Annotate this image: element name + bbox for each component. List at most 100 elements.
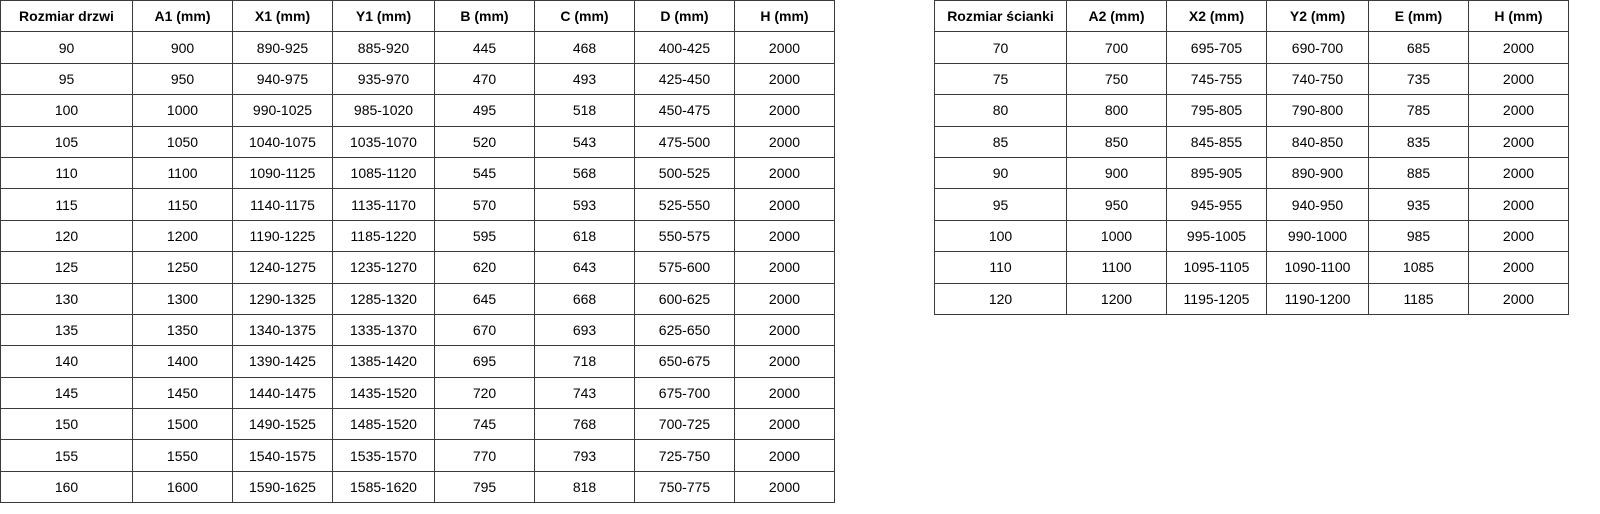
table-cell: 2000: [1468, 94, 1569, 127]
table-cell: 450-475: [634, 94, 735, 127]
table-cell: 1290-1325: [232, 282, 333, 315]
table-cell: 950: [1066, 188, 1167, 221]
table-cell: 1390-1425: [232, 345, 333, 378]
table-cell: 1140-1175: [232, 188, 333, 221]
table-cell: 470: [434, 62, 535, 96]
table-cell: 1050: [132, 125, 233, 158]
table-cell: 90: [0, 31, 133, 64]
table-cell: 2000: [734, 408, 835, 441]
table-cell: 985-1020: [332, 94, 435, 127]
table-row: 85 850 845-855 840-850 835 2000: [934, 125, 1569, 158]
table-row: 105 1050 1040-1075 1035-1070 520 543 475-500 20…: [0, 125, 835, 158]
table-cell: 543: [534, 125, 635, 158]
table-cell: 895-905: [1166, 156, 1267, 190]
table-cell: 105: [0, 125, 133, 158]
table-cell: 1035-1070: [332, 125, 435, 158]
table-cell: 885-920: [332, 31, 435, 64]
table-cell: 1200: [132, 219, 233, 253]
table-row: 75 750 745-755 740-750 735 2000: [934, 62, 1569, 96]
table-cell: 945-955: [1166, 188, 1267, 221]
table-cell: 985: [1368, 219, 1469, 253]
door-size-table: Rozmiar drzwi A1 (mm) X1 (mm) Y1 (mm) B (mm)…: [0, 0, 835, 504]
table-row: 115 1150 1140-1175 1135-1170 570 593 525-550 20…: [0, 188, 835, 221]
table-cell: 1090-1125: [232, 156, 333, 190]
table-cell: 1385-1420: [332, 345, 435, 378]
table-row: 145 1450 1440-1475 1435-1520 720 743 675-700 20…: [0, 376, 835, 410]
table-cell: 1200: [1066, 282, 1167, 315]
column-header: A2 (mm): [1066, 0, 1167, 33]
table-row: 150 1500 1490-1525 1485-1520 745 768 700-725 20…: [0, 408, 835, 441]
table-cell: 1190-1225: [232, 219, 333, 253]
table-cell: 750: [1066, 62, 1167, 96]
table-cell: 1535-1570: [332, 439, 435, 472]
table-cell: 940-950: [1266, 188, 1369, 221]
table-row: 70 700 695-705 690-700 685 2000: [934, 31, 1569, 64]
table-cell: 2000: [734, 376, 835, 410]
table-cell: 1195-1205: [1166, 282, 1267, 315]
table-cell: 618: [534, 219, 635, 253]
table-cell: 150: [0, 408, 133, 441]
table-cell: 2000: [734, 125, 835, 158]
column-header: X2 (mm): [1166, 0, 1267, 33]
table-cell: 518: [534, 94, 635, 127]
table-cell: 2000: [734, 313, 835, 347]
table-row: 95 950 940-975 935-970 470 493 425-450 2000: [0, 62, 835, 96]
table-cell: 900: [1066, 156, 1167, 190]
table-row: 135 1350 1340-1375 1335-1370 670 693 625-650 20…: [0, 313, 835, 347]
table-cell: 85: [934, 125, 1067, 158]
table-cell: 1000: [132, 94, 233, 127]
table-cell: 600-625: [634, 282, 735, 315]
table-row: 120 1200 1195-1205 1190-1200 1185 2000: [934, 282, 1569, 315]
table-cell: 935: [1368, 188, 1469, 221]
table-cell: 795-805: [1166, 94, 1267, 127]
table-cell: 1095-1105: [1166, 251, 1267, 284]
table-cell: 2000: [1468, 251, 1569, 284]
table-cell: 1085-1120: [332, 156, 435, 190]
table-cell: 425-450: [634, 62, 735, 96]
table-cell: 740-750: [1266, 62, 1369, 96]
table-cell: 2000: [734, 62, 835, 96]
table-cell: 2000: [1468, 282, 1569, 315]
table-cell: 850: [1066, 125, 1167, 158]
table-cell: 2000: [1468, 125, 1569, 158]
table-body: 90 900 890-925 885-920 445 468 400-425 2000 95 95…: [0, 31, 835, 504]
column-header: X1 (mm): [232, 0, 333, 33]
table-cell: 693: [534, 313, 635, 347]
table-cell: 493: [534, 62, 635, 96]
table-row: 155 1550 1540-1575 1535-1570 770 793 725-750 20…: [0, 439, 835, 472]
table-cell: 690-700: [1266, 31, 1369, 64]
table-cell: 1235-1270: [332, 251, 435, 284]
table-row: 90 900 895-905 890-900 885 2000: [934, 156, 1569, 190]
table-cell: 890-900: [1266, 156, 1369, 190]
table-cell: 520: [434, 125, 535, 158]
table-cell: 1135-1170: [332, 188, 435, 221]
table-row: 130 1300 1290-1325 1285-1320 645 668 600-625 20…: [0, 282, 835, 315]
table-cell: 2000: [734, 470, 835, 504]
table-cell: 1600: [132, 470, 233, 504]
table-cell: 900: [132, 31, 233, 64]
table-cell: 570: [434, 188, 535, 221]
table-cell: 1185-1220: [332, 219, 435, 253]
table-cell: 795: [434, 470, 535, 504]
wall-size-table: Rozmiar ścianki A2 (mm) X2 (mm) Y2 (mm) E (m…: [934, 0, 1569, 315]
table-cell: 2000: [734, 219, 835, 253]
table-cell: 2000: [734, 251, 835, 284]
table-cell: 645: [434, 282, 535, 315]
table-cell: 745: [434, 408, 535, 441]
table-cell: 785: [1368, 94, 1469, 127]
table-row: 80 800 795-805 790-800 785 2000: [934, 94, 1569, 127]
table-cell: 100: [934, 219, 1067, 253]
table-cell: 725-750: [634, 439, 735, 472]
table-cell: 1190-1200: [1266, 282, 1369, 315]
table-cell: 160: [0, 470, 133, 504]
table-body: 70 700 695-705 690-700 685 2000 75 750 745-755 74…: [934, 31, 1569, 315]
table-row: 110 1100 1095-1105 1090-1100 1085 2000: [934, 251, 1569, 284]
table-row: 95 950 945-955 940-950 935 2000: [934, 188, 1569, 221]
table-cell: 935-970: [332, 62, 435, 96]
table-cell: 593: [534, 188, 635, 221]
table-cell: 1285-1320: [332, 282, 435, 315]
table-cell: 675-700: [634, 376, 735, 410]
table-cell: 1085: [1368, 251, 1469, 284]
table-cell: 2000: [1468, 62, 1569, 96]
column-header: Rozmiar drzwi: [0, 0, 133, 33]
